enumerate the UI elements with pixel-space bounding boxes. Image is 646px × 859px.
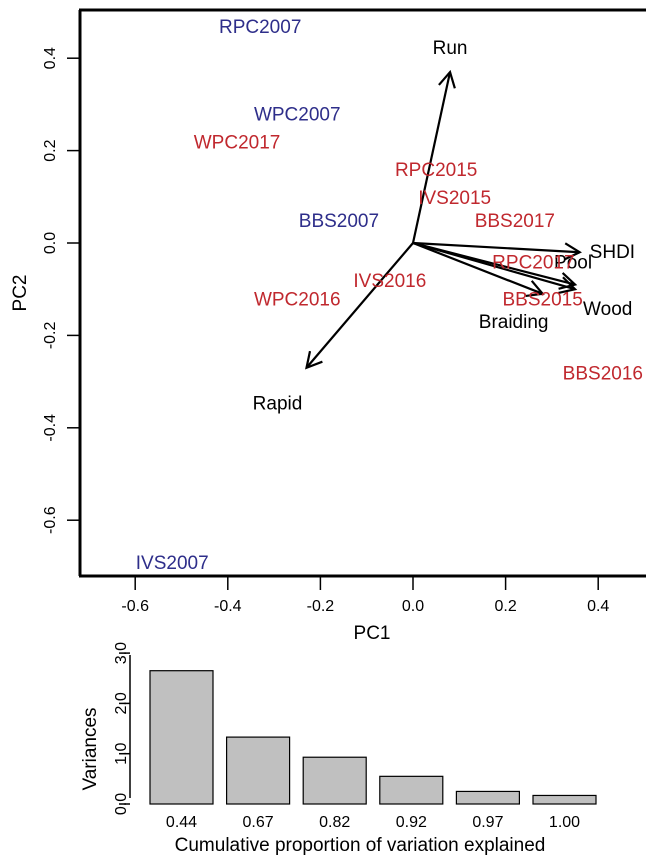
loading-label: Rapid <box>253 394 303 415</box>
site-label: IVS2007 <box>136 553 209 574</box>
loading-arrow-shaft <box>411 71 452 244</box>
site-label: BBS2016 <box>563 363 643 384</box>
x-tick-label: 0.4 <box>587 598 609 615</box>
site-label: RPC2017 <box>492 252 574 273</box>
x-axis-ticks: -0.6 -0.4 -0.2 0.0 0.2 0.4 <box>121 577 609 615</box>
x-tick-label: 0.2 <box>494 598 516 615</box>
loading-arrow-head <box>305 350 323 370</box>
scree-x-axis-label: Cumulative proportion of variation expla… <box>175 835 546 856</box>
scree-bar <box>302 756 367 805</box>
y-axis-ticks: -0.6 -0.4 -0.2 0.0 0.2 0.4 <box>42 47 79 534</box>
y-tick-label: 0.0 <box>42 232 59 254</box>
scree-bar <box>379 775 444 805</box>
loading-arrow-shaft <box>305 242 414 369</box>
site-label: WPC2007 <box>254 105 341 126</box>
site-label: IVS2015 <box>418 188 491 209</box>
loading-label: Braiding <box>479 312 549 333</box>
site-label: BBS2007 <box>299 211 379 232</box>
loading-arrow-shaft <box>412 241 544 295</box>
loading-arrow-shaft <box>412 241 580 254</box>
scree-category-label: 0.44 <box>166 814 197 831</box>
y-tick-label: -0.6 <box>42 506 59 534</box>
y-tick-label: -0.2 <box>42 322 59 350</box>
loading-arrow-head <box>558 276 578 295</box>
loading-arrow-head <box>525 280 545 298</box>
site-labels: RPC2007WPC2007WPC2017RPC2015IVS2015BBS20… <box>136 17 643 574</box>
loading-arrow-head <box>558 272 578 290</box>
scree-category-label: 0.92 <box>396 814 427 831</box>
scree-y-tick-label: 3.0 <box>113 642 130 664</box>
scree-y-tick-label: 2.0 <box>113 692 130 714</box>
scree-category-labels: 0.44 0.67 0.82 0.92 0.97 1.00 <box>166 814 580 831</box>
site-label: BBS2017 <box>475 211 555 232</box>
scree-category-label: 0.82 <box>319 814 350 831</box>
scree-category-label: 0.97 <box>472 814 503 831</box>
loading-arrow-head <box>438 69 456 89</box>
y-tick-label: 0.2 <box>42 139 59 161</box>
loading-label: Run <box>433 38 468 59</box>
site-label: RPC2007 <box>219 17 301 38</box>
x-tick-label: 0.0 <box>402 598 424 615</box>
loading-label: Wood <box>583 299 632 320</box>
scree-y-tick-label: 0.0 <box>113 793 130 815</box>
scree-y-ticks: 0.0 1.0 2.0 3.0 <box>113 642 130 815</box>
loading-label: Pool <box>554 253 592 274</box>
loading-arrow-head <box>563 242 582 261</box>
x-tick-label: -0.2 <box>307 598 335 615</box>
scree-bar <box>532 794 597 805</box>
loading-arrow-shaft <box>412 241 576 291</box>
site-label: RPC2015 <box>395 160 477 181</box>
site-label: BBS2015 <box>502 289 582 310</box>
scree-bar <box>226 736 291 805</box>
x-tick-label: -0.4 <box>214 598 242 615</box>
scree-category-label: 0.67 <box>243 814 274 831</box>
scree-bar <box>455 790 520 805</box>
scree-y-tick-label: 1.0 <box>113 742 130 764</box>
x-tick-label: -0.6 <box>121 598 149 615</box>
scree-plot: 0.0 1.0 2.0 3.0 0.44 0.67 0.82 0.92 0.97 1.00 Va… <box>80 642 597 856</box>
scree-category-label: 1.00 <box>549 814 580 831</box>
site-label: WPC2017 <box>194 132 281 153</box>
y-tick-label: 0.4 <box>42 47 59 69</box>
site-label: IVS2016 <box>353 271 426 292</box>
y-tick-label: -0.4 <box>42 414 59 442</box>
y-axis-label: PC2 <box>10 275 31 312</box>
site-label: WPC2016 <box>254 289 341 310</box>
pca-biplot: -0.6 -0.4 -0.2 0.0 0.2 0.4 -0.6 -0.4 -0.2 0.0 0.2… <box>10 8 646 644</box>
x-axis-label: PC1 <box>354 623 391 644</box>
scree-bars <box>149 670 597 805</box>
loading-label: SHDI <box>590 242 635 263</box>
scree-bar <box>149 670 214 805</box>
scree-y-axis-label: Variances <box>80 707 101 790</box>
